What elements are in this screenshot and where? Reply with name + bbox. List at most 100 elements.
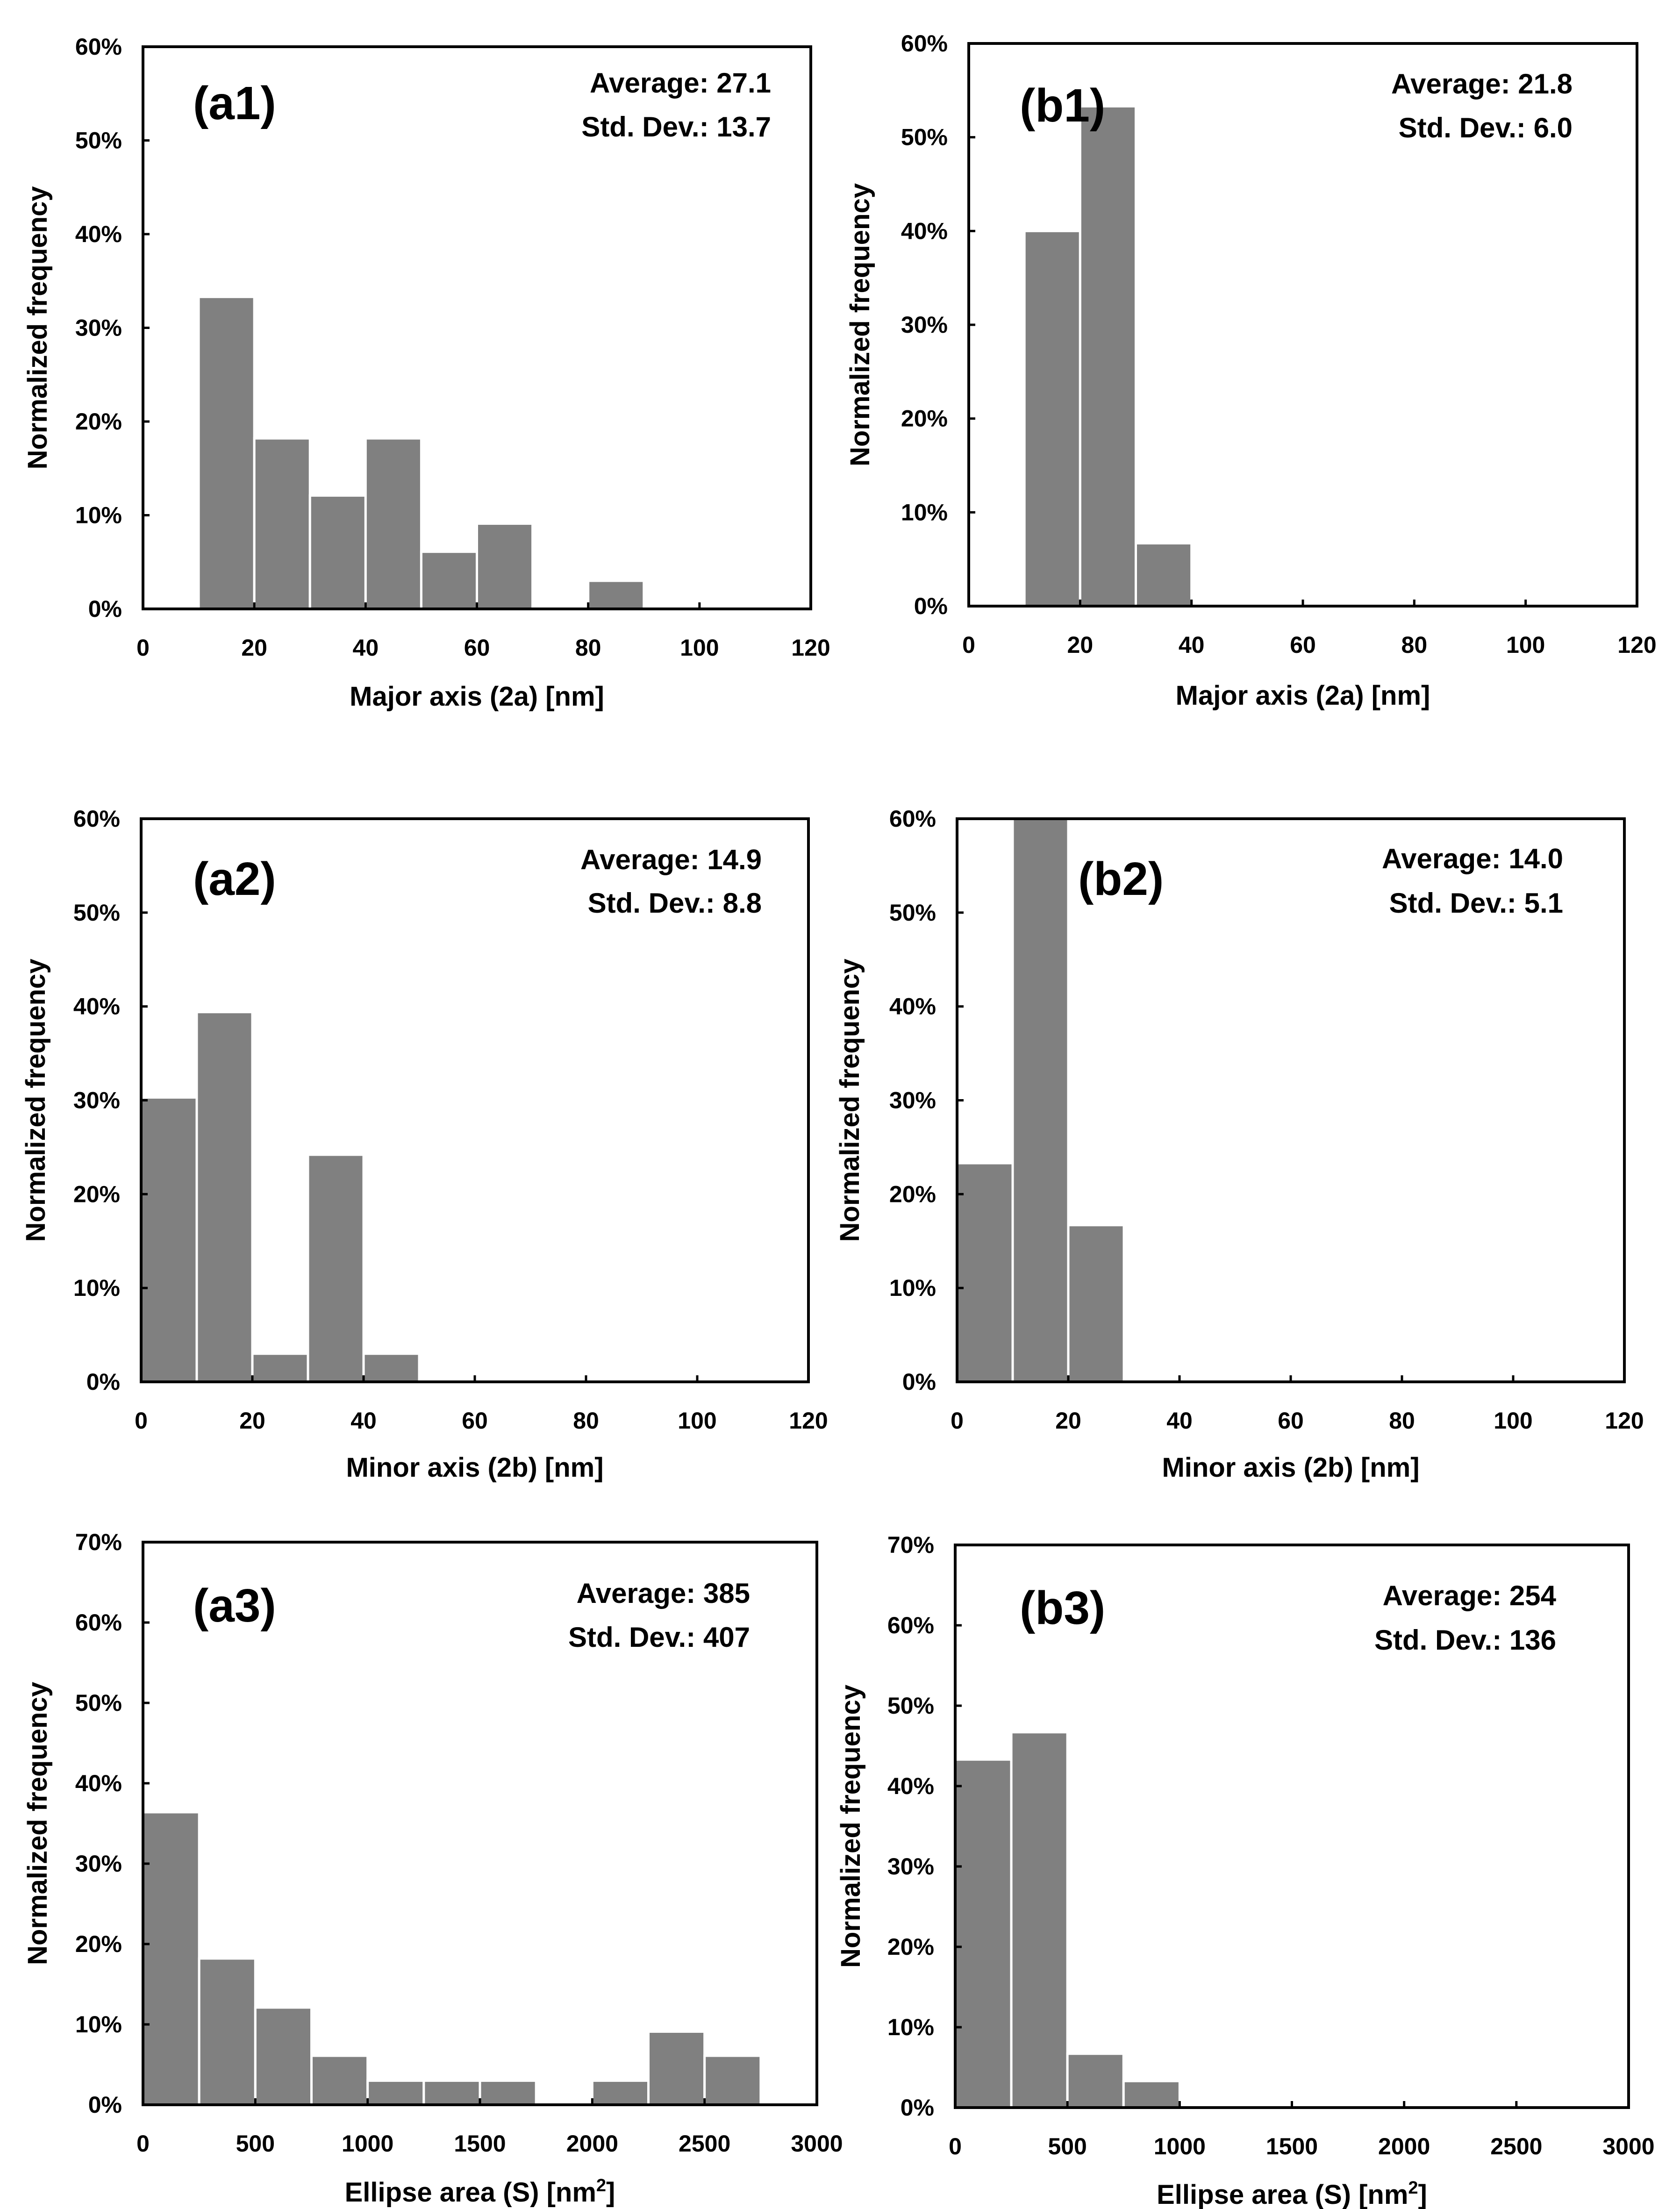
ytick-label-a2-1: 10% [73, 1275, 120, 1301]
xaxis-label-a1: Major axis (2a) [nm] [350, 681, 604, 712]
average-text-b1: Average: 21.8 [1391, 68, 1573, 100]
std-dev-text-b1: Std. Dev.: 6.0 [1399, 112, 1573, 143]
ytick-label-b3-1: 10% [887, 2014, 934, 2040]
xtick-label-a1-2: 40 [353, 635, 379, 661]
bar-a2-2 [251, 1352, 309, 1383]
xtick-label-a1-4: 80 [575, 635, 601, 661]
bar-a3-0 [142, 1811, 200, 2106]
ytick-label-a2-5: 50% [73, 900, 120, 926]
panel-label-b1: (b1) [1020, 79, 1105, 132]
panel-b1: 0% 10% 20% 30% 40% 50% 60% 0 20 40 60 80 100 120 Major… [845, 30, 1657, 711]
ytick-label-a2-2: 20% [73, 1181, 120, 1207]
bar-a3-9 [703, 2054, 762, 2106]
ytick-label-b1-1: 10% [901, 499, 948, 525]
ytick-label-b3-4: 40% [887, 1773, 934, 1799]
yaxis-label-a2: Normalized frequency [21, 959, 51, 1242]
bar-a1-4 [420, 550, 479, 610]
panel-a2: 0% 10% 20% 30% 40% 50% 60% 0 20 40 60 80 100 120 Minor… [21, 806, 828, 1483]
bar-a1-1 [253, 437, 311, 610]
ytick-label-a2-4: 40% [73, 994, 120, 1020]
ytick-label-a2-6: 60% [73, 806, 120, 832]
bar-a1-2 [308, 494, 367, 610]
ytick-label-b2-4: 40% [889, 994, 936, 1020]
ytick-label-a1-3: 30% [75, 315, 122, 341]
xtick-label-a1-5: 100 [680, 635, 719, 661]
ytick-label-b3-2: 20% [887, 1934, 934, 1960]
bar-a3-5 [422, 2079, 481, 2106]
xtick-label-b3-6: 3000 [1602, 2133, 1654, 2159]
xtick-label-a2-1: 20 [239, 1408, 265, 1434]
ytick-label-b2-3: 30% [889, 1087, 936, 1114]
ytick-label-b3-7: 70% [887, 1532, 934, 1558]
ytick-label-a3-7: 70% [75, 1529, 122, 1555]
xtick-label-b2-4: 80 [1389, 1408, 1415, 1434]
bar-a3-8 [647, 2030, 706, 2106]
xtick-label-b3-1: 500 [1048, 2133, 1087, 2159]
bar-b3-2 [1066, 2052, 1125, 2109]
xtick-label-b1-3: 60 [1290, 632, 1316, 658]
ytick-label-a3-1: 10% [75, 2011, 122, 2037]
xtick-label-a1-6: 120 [791, 635, 830, 661]
xtick-label-b2-0: 0 [951, 1408, 964, 1434]
ytick-label-a2-3: 30% [73, 1087, 120, 1114]
ytick-label-b2-2: 20% [889, 1181, 936, 1207]
xtick-label-a3-0: 0 [136, 2130, 150, 2157]
bar-a1-0 [197, 295, 256, 610]
xtick-label-b1-5: 100 [1506, 632, 1545, 658]
panel-label-a1: (a1) [193, 77, 276, 129]
bar-b3-1 [1010, 1731, 1069, 2109]
std-dev-text-a2: Std. Dev.: 8.8 [588, 887, 762, 919]
xtick-label-a2-5: 100 [678, 1408, 716, 1434]
yaxis-label-a1: Normalized frequency [22, 186, 53, 470]
std-dev-text-a1: Std. Dev.: 13.7 [581, 111, 771, 143]
bar-b1-0 [1023, 229, 1081, 608]
bar-a1-6 [587, 579, 645, 610]
xtick-label-b3-0: 0 [949, 2133, 962, 2159]
xtick-label-b1-4: 80 [1401, 632, 1428, 658]
xaxis-label-a2: Minor axis (2b) [nm] [346, 1452, 603, 1483]
xtick-label-a3-2: 1000 [342, 2130, 393, 2157]
bar-b2-0 [956, 1162, 1014, 1383]
ytick-label-a1-6: 60% [75, 34, 122, 60]
std-dev-text-a3: Std. Dev.: 407 [568, 1622, 750, 1653]
ytick-label-b3-3: 30% [887, 1853, 934, 1880]
ytick-label-b1-4: 40% [901, 218, 948, 244]
xtick-label-a3-4: 2000 [566, 2130, 618, 2157]
bar-a3-7 [591, 2079, 650, 2106]
bar-a3-4 [366, 2079, 425, 2106]
xtick-label-b3-5: 2500 [1490, 2133, 1542, 2159]
ytick-label-b3-5: 50% [887, 1693, 934, 1719]
std-dev-text-b2: Std. Dev.: 5.1 [1389, 887, 1563, 919]
xtick-label-b2-5: 100 [1494, 1408, 1532, 1434]
ytick-label-b1-0: 0% [914, 593, 948, 619]
average-text-a1: Average: 27.1 [590, 67, 771, 99]
ytick-label-a1-0: 0% [88, 596, 122, 622]
ytick-label-a1-2: 20% [75, 408, 122, 435]
bar-a3-2 [254, 2006, 313, 2106]
bar-a2-0 [140, 1096, 198, 1383]
panel-a3: 0% 10% 20% 30% 40% 50% 60% 70% 0 500 1000 1500 2000 2… [22, 1529, 843, 2208]
ytick-label-a3-4: 40% [75, 1770, 122, 1796]
panel-label-a3: (a3) [193, 1580, 276, 1632]
ytick-label-a1-1: 10% [75, 502, 122, 529]
xaxis-label-b2: Minor axis (2b) [nm] [1162, 1452, 1419, 1483]
xtick-label-b3-2: 1000 [1154, 2133, 1206, 2159]
xtick-label-b1-0: 0 [962, 632, 975, 658]
ytick-label-b1-5: 50% [901, 124, 948, 150]
bar-b1-2 [1135, 542, 1193, 608]
ytick-label-b2-6: 60% [889, 806, 936, 832]
xtick-label-b2-1: 20 [1055, 1408, 1081, 1434]
ytick-label-a3-2: 20% [75, 1931, 122, 1957]
yaxis-label-a3: Normalized frequency [22, 1682, 53, 1965]
xtick-label-a1-3: 60 [464, 635, 490, 661]
panel-label-a2: (a2) [193, 853, 276, 905]
yaxis-label-b3: Normalized frequency [836, 1685, 866, 1968]
ytick-label-b1-6: 60% [901, 30, 948, 57]
ytick-label-b3-0: 0% [901, 2095, 934, 2121]
xaxis-label-a3: Ellipse area (S) [nm2] [345, 2176, 615, 2208]
xtick-label-a2-4: 80 [573, 1408, 599, 1434]
average-text-b3: Average: 254 [1383, 1580, 1557, 1611]
xtick-label-b1-6: 120 [1617, 632, 1656, 658]
bar-a2-1 [195, 1011, 254, 1383]
